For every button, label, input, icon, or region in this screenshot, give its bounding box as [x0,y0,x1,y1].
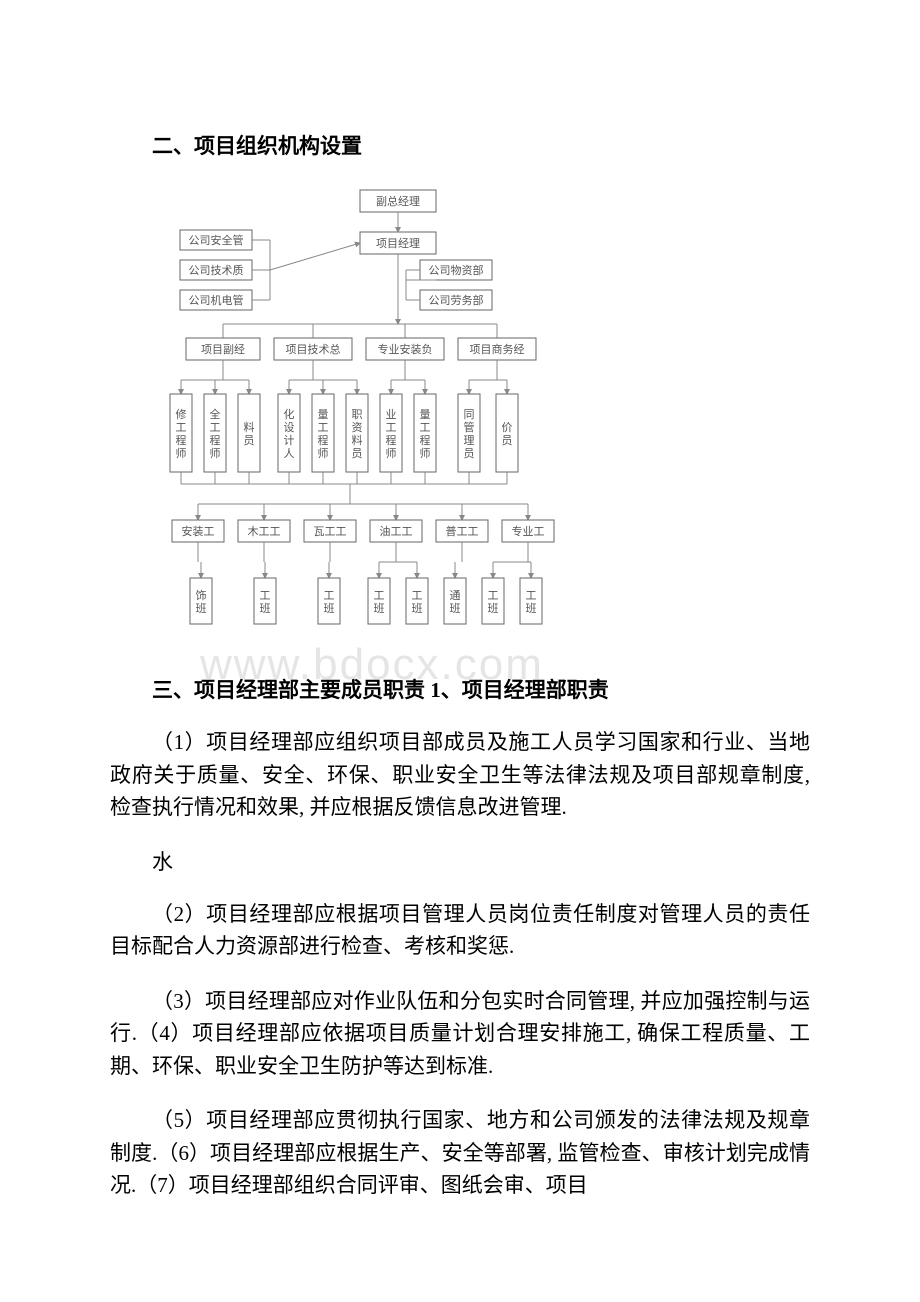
chart-node-label: 料 [352,433,363,447]
chart-node-label: 料 [244,420,255,434]
chart-node-label: 工 [374,590,385,602]
chart-node-label: 工 [210,422,221,434]
paragraph-2: （2）项目经理部应根据项目管理人员岗位责任制度对管理人员的责任目标配合人力资源部… [110,898,810,963]
chart-node-label: 职 [352,408,363,421]
chart-node-label: 师 [420,447,431,460]
chart-node-label: 理 [464,434,475,447]
chart-node-label: 工 [260,590,271,602]
chart-node-label: 公司劳务部 [429,293,484,307]
chart-node-label: 木工工 [248,525,281,538]
chart-node-label: 程 [176,434,187,447]
chart-node-label: 资 [352,421,363,434]
chart-node-label: 量 [420,408,431,421]
chart-node-label: 师 [176,447,187,460]
chart-node-label: 安装工 [182,524,215,538]
chart-node-label: 价 [502,421,513,434]
chart-node-label: 工 [412,590,423,602]
chart-node-label: 设 [284,421,295,434]
chart-node-label: 班 [196,602,207,615]
chart-node-label: 公司物资部 [429,263,484,277]
chart-node-label: 瓦工工 [314,526,347,538]
chart-node-label: 项目副经 [201,343,245,356]
single-char: 水 [110,846,810,876]
chart-node-label: 业 [386,408,397,421]
chart-node-label: 班 [260,602,271,615]
chart-node-label: 师 [318,447,329,460]
chart-node-label: 计 [284,434,295,447]
chart-node-label: 程 [318,434,329,447]
chart-node-label: 油工工 [380,524,413,538]
chart-node-label: 程 [386,434,397,447]
chart-node-label: 管 [464,420,475,434]
chart-node-label: 程 [210,434,221,447]
chart-node-label: 全 [210,407,221,421]
chart-node-label: 员 [502,434,513,447]
chart-node-label: 化 [284,407,295,421]
chart-edge [270,243,360,270]
chart-node-label: 修 [176,407,187,421]
chart-node-label: 项目经理 [376,237,420,250]
org-chart: 副总经理项目经理 公司安全管公司技术质公司机电管 公司物资部公司劳务部项目副经 项目技… [150,184,610,634]
chart-node-label: 班 [526,602,537,615]
chart-node-label: 工 [420,422,431,434]
chart-node-label: 工 [526,590,537,602]
chart-node-label: 师 [210,447,221,460]
chart-node-label: 项目技术总 [286,342,341,356]
chart-node-label: 副总经理 [376,194,420,208]
org-chart-svg: 副总经理项目经理 公司安全管公司技术质公司机电管 公司物资部公司劳务部项目副经 项目技… [150,184,580,634]
chart-node-label: 专业安装负 [378,342,433,356]
section-3-heading: 三、项目经理部主要成员职责 1、项目经理部职责 [110,674,810,704]
section-2-heading: 二、项目组织机构设置 [110,130,810,160]
chart-node-label: 班 [412,602,423,615]
chart-node-label: 工 [318,422,329,434]
paragraph-1: （1）项目经理部应组织项目部成员及施工人员学习国家和行业、当地政府关于质量、安全… [110,726,810,824]
chart-node-label: 工 [176,422,187,434]
chart-node-label: 普工工 [446,524,479,538]
chart-node-label: 人 [284,447,295,460]
chart-node-label: 班 [488,602,499,615]
chart-node-label: 饰 [196,588,207,602]
chart-node-label: 工 [488,590,499,602]
chart-node-label: 项目商务经 [470,342,525,356]
chart-node-label: 工 [386,422,397,434]
chart-node-label: 师 [386,447,397,460]
chart-node-label: 公司机电管 [189,293,244,307]
chart-node-label: 通 [450,589,461,602]
chart-node-label: 公司技术质 [189,264,244,277]
chart-node-label: 班 [374,602,385,615]
chart-node-label: 员 [352,447,363,460]
chart-node-label: 同 [464,409,475,421]
chart-node-label: 工 [324,590,335,602]
paragraph-4: （5）项目经理部应贯彻执行国家、地方和公司颁发的法律法规及规章制度.（6）项目经… [110,1104,810,1202]
chart-node-label: 专业工 [512,524,545,538]
chart-node-label: 班 [450,602,461,615]
paragraph-3: （3）项目经理部应对作业队伍和分包实时合同管理, 并应加强控制与运行.（4）项目… [110,985,810,1083]
chart-node-label: 员 [464,447,475,460]
chart-node-label: 员 [244,434,255,447]
chart-node-label: 公司安全管 [189,233,244,247]
chart-node-label: 量 [318,408,329,421]
chart-node-label: 程 [420,434,431,447]
chart-node-label: 班 [324,602,335,615]
